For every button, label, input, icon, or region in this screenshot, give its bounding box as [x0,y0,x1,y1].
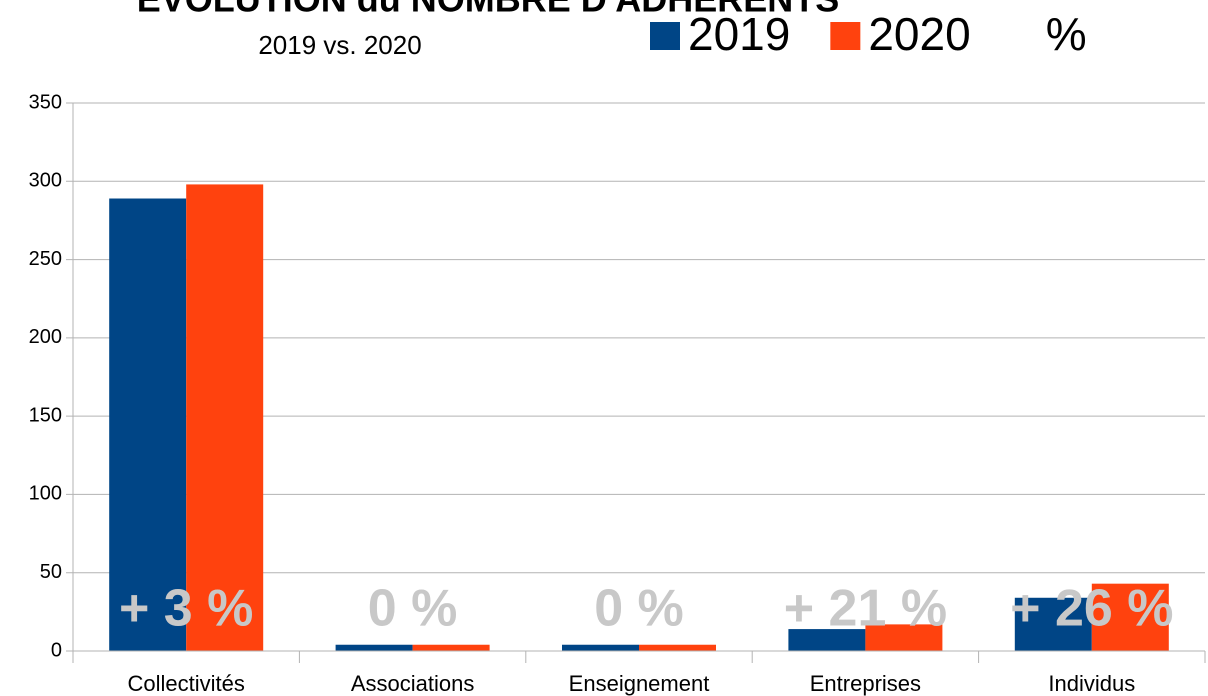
y-tick-label: 150 [29,404,62,426]
bar [335,644,413,651]
legend-label: 2020 [868,8,970,60]
legend-marker [650,22,680,50]
x-tick-label: Associations [351,671,475,696]
x-tick-label: Entreprises [810,671,921,696]
y-tick-label: 0 [51,639,62,661]
data-label: 0 % [594,580,684,638]
y-tick-label: 50 [40,561,62,583]
bar [562,644,639,651]
chart-subtitle: 2019 vs. 2020 [258,30,421,60]
x-tick-label: Enseignement [569,671,710,696]
x-tick-label: Individus [1048,671,1135,696]
legend-marker [830,22,861,50]
legend-label: 2019 [688,8,790,60]
bar [788,629,866,651]
data-label: 0 % [368,580,458,638]
bar [865,624,943,651]
y-tick-label: 250 [29,248,62,270]
y-tick-label: 300 [29,170,62,192]
bar [109,198,187,651]
bar [412,644,490,651]
bar [1091,583,1169,651]
data-label: + 21 % [784,580,947,638]
y-tick-label: 100 [29,483,62,505]
bar [639,644,716,651]
y-tick-label: 200 [29,326,62,348]
bar [186,184,264,651]
bar [1014,597,1092,651]
x-tick-label: Collectivités [128,671,245,696]
y-tick-label: 350 [29,91,62,113]
legend-label: % [1046,8,1087,60]
data-label: + 3 % [119,580,253,638]
chart-title: EVOLUTION du NOMBRE D'ADHERENTS [137,0,840,20]
data-label: + 26 % [1010,580,1173,638]
